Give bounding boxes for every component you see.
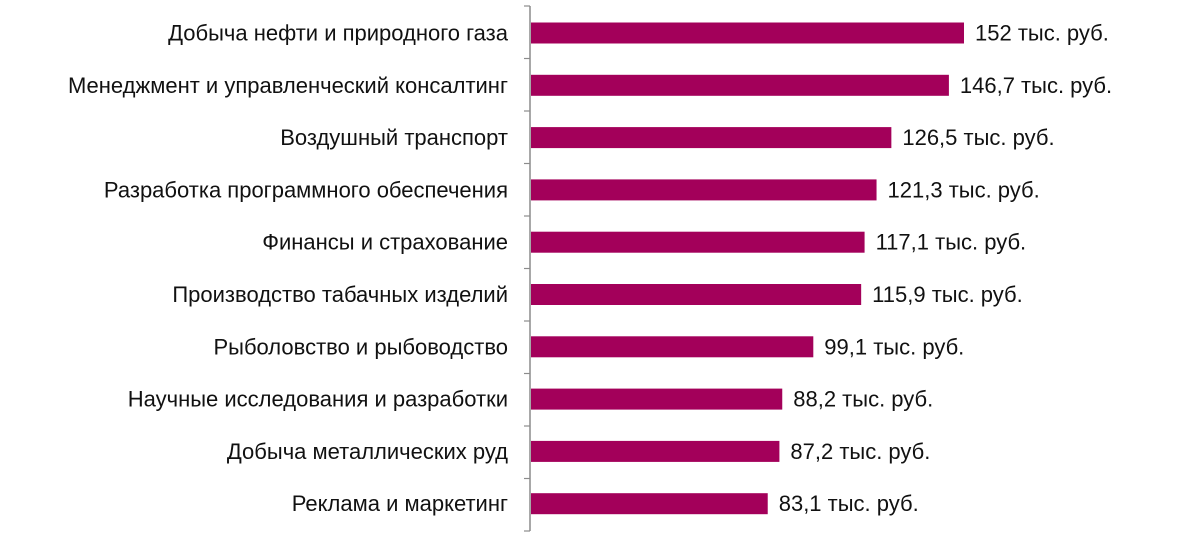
data-label: 126,5 тыс. руб.: [902, 125, 1054, 150]
category-label: Рыболовство и рыбоводство: [213, 334, 508, 359]
bar: [531, 284, 862, 305]
category-label: Менеджмент и управленческий консалтинг: [68, 73, 508, 98]
data-label: 115,9 тыс. руб.: [872, 282, 1023, 307]
category-label: Добыча металлических руд: [227, 439, 508, 464]
data-label: 117,1 тыс. руб.: [876, 230, 1027, 255]
data-label: 88,2 тыс. руб.: [793, 387, 933, 412]
category-label: Производство табачных изделий: [172, 282, 508, 307]
category-label: Научные исследования и разработки: [128, 387, 508, 412]
data-label: 146,7 тыс. руб.: [960, 73, 1112, 98]
category-label: Разработка программного обеспечения: [104, 177, 508, 202]
labels-layer: Добыча нефти и природного газа 152 тыс. р…: [68, 21, 1112, 517]
bar: [531, 388, 783, 410]
data-label: 152 тыс. руб.: [975, 21, 1109, 46]
bar: [531, 127, 892, 149]
category-label: Добыча нефти и природного газа: [168, 21, 509, 46]
category-label: Финансы и страхование: [262, 230, 508, 255]
bar: [531, 74, 949, 96]
bar: [531, 22, 964, 44]
bar: [531, 179, 877, 201]
data-label: 87,2 тыс. руб.: [790, 439, 930, 464]
bar: [531, 231, 865, 253]
bars-layer: [531, 22, 964, 515]
data-label: 99,1 тыс. руб.: [824, 334, 964, 359]
category-label: Реклама и маркетинг: [292, 491, 508, 516]
bar: [531, 336, 814, 358]
bar: [531, 493, 768, 515]
category-axis: [524, 5, 531, 532]
bar: [531, 440, 780, 462]
data-label: 83,1 тыс. руб.: [779, 491, 919, 516]
data-label: 121,3 тыс. руб.: [888, 177, 1040, 202]
category-label: Воздушный транспорт: [280, 125, 508, 150]
